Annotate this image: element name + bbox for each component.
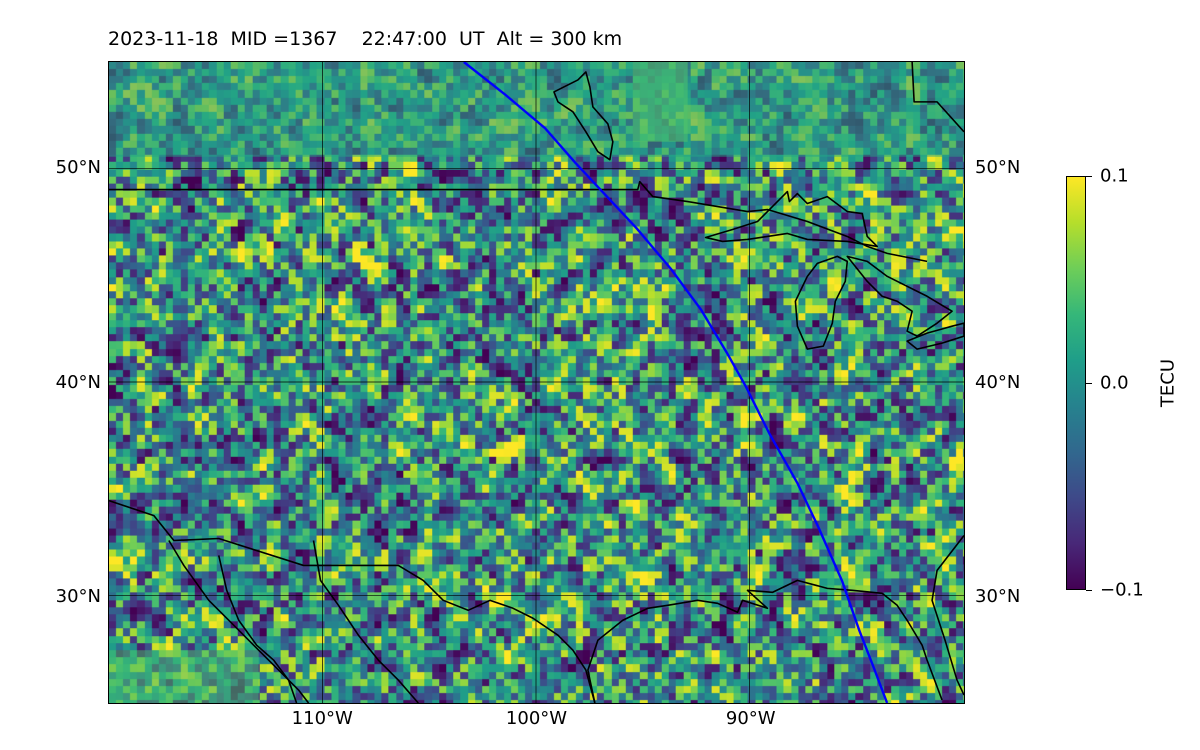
- colorbar: [1066, 176, 1086, 590]
- lon-tick-label: 100°W: [505, 708, 568, 729]
- colorbar-tick-label: 0.1: [1100, 165, 1129, 187]
- grid-lines: [109, 62, 964, 703]
- mexico-west-coast: [312, 540, 419, 703]
- baja-peninsula: [168, 540, 310, 703]
- lon-tick-label: 110°W: [291, 708, 353, 729]
- coastlines: [109, 62, 964, 703]
- hudson-bay-coast: [911, 62, 964, 133]
- lat-tick-label-right: 50°N: [975, 157, 1021, 179]
- lat-tick-label-left: 40°N: [55, 371, 101, 393]
- lake-superior: [704, 190, 879, 248]
- gulf-of-california: [217, 555, 298, 703]
- satellite-track: [463, 62, 889, 703]
- atlantic-coast: [931, 535, 964, 696]
- lat-tick-label-right: 30°N: [975, 585, 1021, 607]
- colorbar-tick-label: −0.1: [1100, 579, 1144, 601]
- border-us-canada: [109, 180, 928, 263]
- page-title: 2023-11-18 MID =1367 22:47:00 UT Alt = 3…: [108, 28, 623, 50]
- colorbar-tick: [1086, 176, 1092, 178]
- colorbar-tick: [1086, 590, 1092, 592]
- lat-tick-label-left: 50°N: [55, 157, 101, 179]
- border-us-mexico: [109, 499, 596, 703]
- gulf-coast: [587, 579, 943, 703]
- lon-tick-label: 90°W: [725, 708, 776, 729]
- lake-winnipeg: [553, 71, 614, 161]
- lat-tick-label-left: 30°N: [55, 585, 101, 607]
- lake-michigan: [794, 255, 849, 350]
- colorbar-label: TECU: [1157, 358, 1179, 408]
- lat-tick-label-right: 40°N: [975, 371, 1021, 393]
- tec-map[interactable]: [108, 61, 965, 704]
- map-overlay: [109, 62, 964, 703]
- lake-huron: [846, 255, 953, 337]
- colorbar-tick-label: 0.0: [1100, 372, 1129, 394]
- lake-erie: [906, 322, 964, 350]
- colorbar-tick: [1086, 383, 1092, 385]
